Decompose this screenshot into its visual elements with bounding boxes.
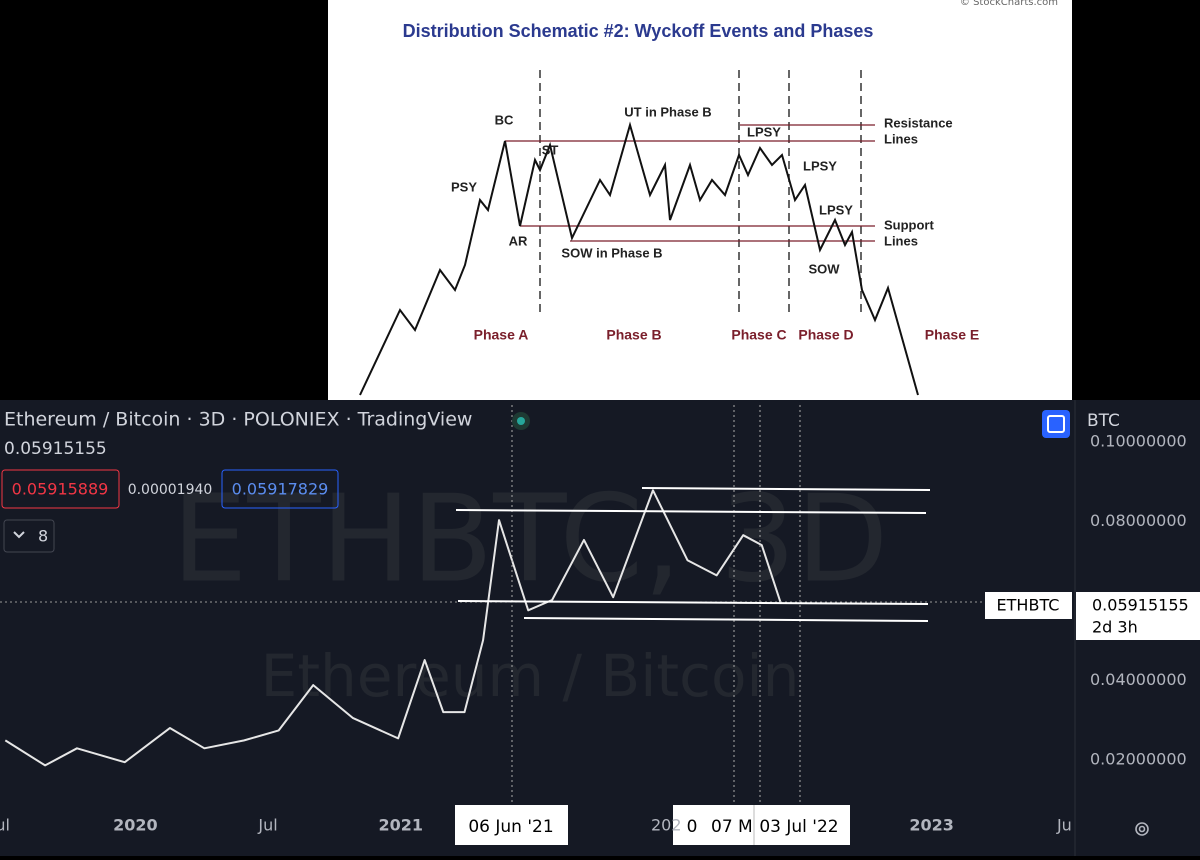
- y-tick-label: 0.10000000: [1090, 432, 1187, 451]
- last-price: 0.05915155: [4, 439, 107, 459]
- settings-icon[interactable]: [1135, 822, 1149, 836]
- phase-label: Phase A: [474, 327, 529, 343]
- price-line-series: [4, 489, 782, 767]
- fullscreen-icon: [1047, 415, 1065, 433]
- price-tag-symbol-text: ETHBTC: [997, 596, 1060, 615]
- price-tag-countdown: 2d 3h: [1092, 618, 1138, 637]
- status-dot: [517, 417, 525, 425]
- schematic-price: [359, 121, 919, 396]
- line-label: Support: [884, 217, 934, 232]
- crosshair-date-text: 03 Jul '22: [759, 817, 838, 837]
- currency[interactable]: BTC: [1087, 411, 1120, 431]
- event-label: PSY: [451, 179, 477, 194]
- spread: 0.00001940: [128, 482, 213, 498]
- crosshair-date-text: 07 M: [711, 817, 753, 837]
- ask[interactable]: 0.05917829: [232, 480, 329, 499]
- x-tick-label: 2023: [909, 816, 954, 835]
- x-tick-label: 202: [651, 816, 682, 835]
- indicator-count[interactable]: 8: [38, 527, 48, 546]
- event-label: LPSY: [803, 158, 837, 173]
- event-label: LPSY: [747, 124, 781, 139]
- price-tag-symbol: [985, 592, 1072, 619]
- watermark: ETHBTC, 3D: [172, 471, 889, 610]
- phase-label: Phase D: [798, 327, 853, 343]
- phase-label: Phase C: [731, 327, 786, 343]
- event-label: ST: [542, 142, 559, 157]
- crosshair-date: [455, 805, 568, 845]
- sell-button[interactable]: [1, 469, 120, 509]
- chart-panel: [0, 400, 1200, 856]
- indicators-toggle[interactable]: [3, 519, 55, 553]
- chevron: [13, 531, 25, 539]
- crosshair-date: [673, 805, 850, 845]
- y-tick-label: 0.02000000: [1090, 750, 1187, 769]
- line-label: Lines: [884, 233, 918, 248]
- line-label: Lines: [884, 131, 918, 146]
- event-label: LPSY: [819, 202, 853, 217]
- event-label: AR: [509, 233, 528, 248]
- phase-label: Phase B: [606, 327, 661, 343]
- x-tick-label: ul: [0, 816, 10, 835]
- y-tick-label: 0.04000000: [1090, 670, 1187, 689]
- symbol-header: Ethereum / Bitcoin · 3D · POLONIEX · Tra…: [4, 409, 472, 431]
- bid[interactable]: 0.05915889: [12, 480, 109, 499]
- plot-area: [4, 489, 782, 767]
- crosshair-date-text: 0: [687, 817, 698, 837]
- x-tick-label: Jul: [257, 816, 277, 835]
- phase-label: Phase E: [925, 327, 979, 343]
- vertical-markers: [511, 405, 801, 805]
- phase-dividers: [539, 70, 862, 315]
- diagram-credit: © StockCharts.com: [960, 0, 1058, 8]
- channel-lines: [455, 487, 931, 622]
- y-tick-label: 0.08000000: [1090, 511, 1187, 530]
- fullscreen-button[interactable]: [1042, 410, 1070, 438]
- diagram-title: Distribution Schematic #2: Wyckoff Event…: [403, 21, 874, 41]
- x-tick-label: Ju: [1056, 816, 1072, 835]
- price-tag: [1076, 592, 1200, 640]
- x-tick-label: 2021: [379, 816, 424, 835]
- price-tag-value: 0.05915155: [1092, 596, 1189, 615]
- event-label: SOW: [808, 261, 840, 276]
- buy-button[interactable]: [221, 469, 339, 509]
- event-label: SOW in Phase B: [561, 245, 662, 260]
- event-label: UT in Phase B: [624, 104, 711, 119]
- line-label: Resistance: [884, 115, 953, 130]
- x-tick-label: 2020: [113, 816, 158, 835]
- crosshair-date-text: 06 Jun '21: [468, 817, 553, 837]
- event-label: BC: [495, 112, 514, 127]
- watermark-name: Ethereum / Bitcoin: [261, 642, 800, 710]
